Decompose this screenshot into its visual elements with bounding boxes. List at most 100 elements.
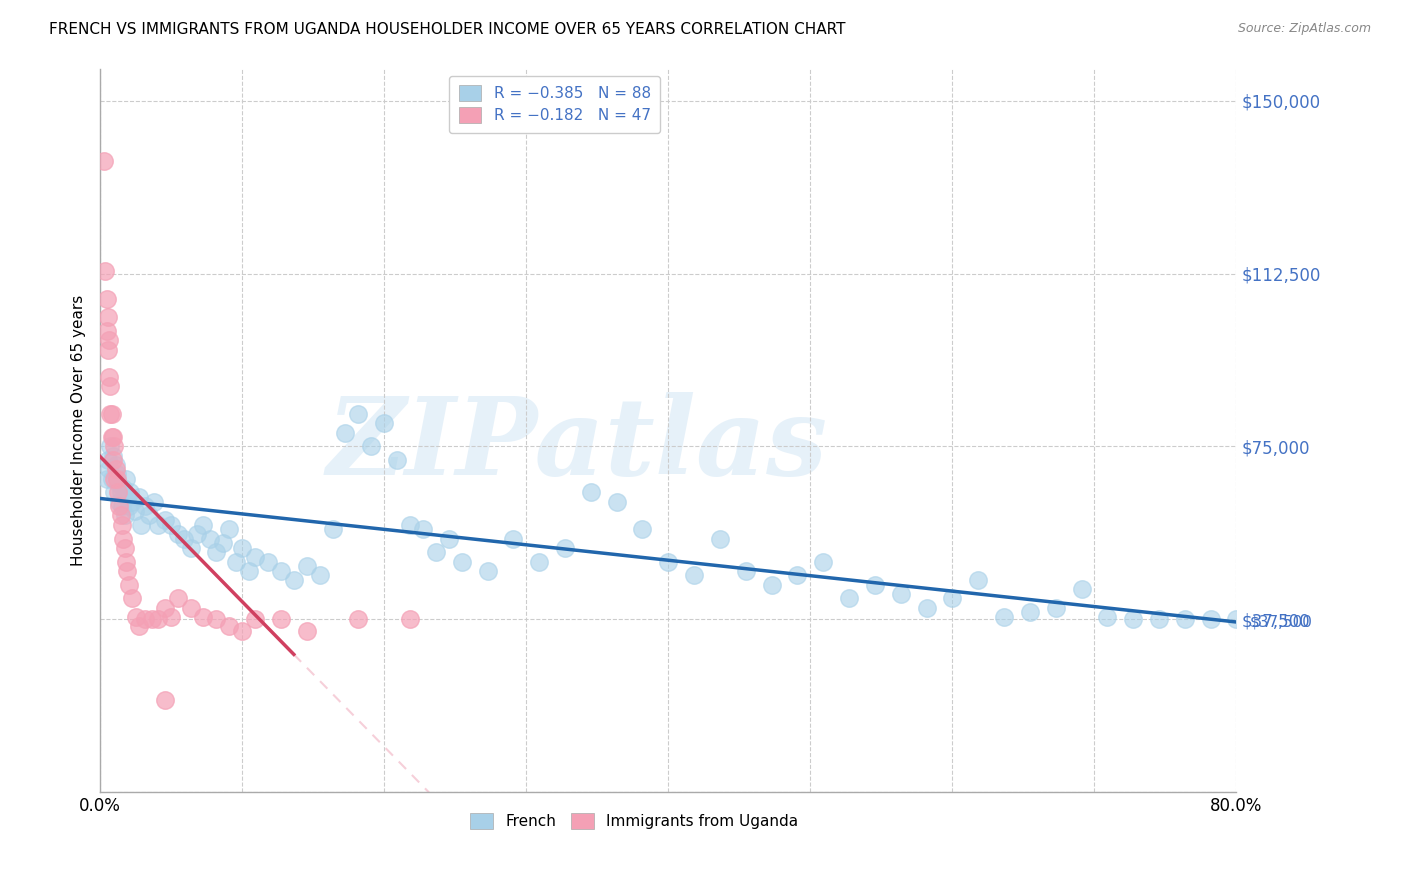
Point — [160, 517, 183, 532]
Point — [96, 292, 118, 306]
Point — [1122, 612, 1144, 626]
Point — [322, 522, 344, 536]
Point — [100, 407, 122, 421]
Point — [141, 612, 163, 626]
Point — [100, 407, 122, 421]
Point — [117, 564, 139, 578]
Text: Source: ZipAtlas.com: Source: ZipAtlas.com — [1237, 22, 1371, 36]
Point — [166, 527, 188, 541]
Point — [205, 612, 228, 626]
Point — [153, 693, 176, 707]
Point — [761, 577, 783, 591]
Point — [335, 425, 357, 440]
Point — [373, 417, 395, 431]
Point — [295, 624, 318, 638]
Point — [1018, 605, 1040, 619]
Point — [98, 462, 121, 476]
Point — [104, 458, 127, 472]
Point — [270, 612, 292, 626]
Point — [193, 517, 215, 532]
Legend: French, Immigrants from Uganda: French, Immigrants from Uganda — [464, 806, 804, 835]
Point — [813, 555, 835, 569]
Point — [100, 472, 122, 486]
Point — [148, 517, 170, 532]
Point — [218, 619, 240, 633]
Point — [115, 555, 138, 569]
Point — [180, 600, 202, 615]
Text: ZIPatlas: ZIPatlas — [326, 392, 828, 498]
Point — [121, 591, 143, 606]
Point — [117, 500, 139, 514]
Point — [347, 407, 370, 421]
Point — [108, 494, 131, 508]
Point — [153, 513, 176, 527]
Point — [437, 532, 460, 546]
Point — [103, 485, 125, 500]
Point — [527, 555, 550, 569]
Point — [111, 517, 134, 532]
Point — [915, 600, 938, 615]
Point — [180, 541, 202, 555]
Point — [115, 472, 138, 486]
Point — [111, 500, 134, 514]
Point — [231, 541, 253, 555]
Point — [101, 453, 124, 467]
Point — [709, 532, 731, 546]
Point — [104, 462, 127, 476]
Text: $37,500: $37,500 — [1250, 615, 1312, 630]
Point — [218, 522, 240, 536]
Point — [114, 541, 136, 555]
Point — [160, 610, 183, 624]
Point — [110, 508, 132, 523]
Point — [657, 555, 679, 569]
Point — [399, 517, 422, 532]
Point — [118, 485, 141, 500]
Point — [143, 494, 166, 508]
Point — [124, 504, 146, 518]
Point — [1199, 612, 1222, 626]
Point — [631, 522, 654, 536]
Point — [107, 485, 129, 500]
Point — [1174, 612, 1197, 626]
Point — [683, 568, 706, 582]
Point — [385, 453, 408, 467]
Point — [148, 612, 170, 626]
Point — [134, 612, 156, 626]
Point — [205, 545, 228, 559]
Point — [1045, 600, 1067, 615]
Point — [128, 619, 150, 633]
Point — [103, 439, 125, 453]
Point — [450, 555, 472, 569]
Point — [153, 600, 176, 615]
Point — [225, 555, 247, 569]
Point — [308, 568, 330, 582]
Point — [125, 610, 148, 624]
Point — [114, 508, 136, 523]
Point — [890, 587, 912, 601]
Point — [941, 591, 963, 606]
Point — [425, 545, 447, 559]
Point — [112, 481, 135, 495]
Point — [211, 536, 233, 550]
Point — [110, 485, 132, 500]
Point — [107, 476, 129, 491]
Point — [101, 430, 124, 444]
Point — [502, 532, 524, 546]
Point — [477, 564, 499, 578]
Point — [734, 564, 756, 578]
Point — [94, 264, 117, 278]
Point — [138, 508, 160, 523]
Point — [579, 485, 602, 500]
Point — [238, 564, 260, 578]
Point — [786, 568, 808, 582]
Point — [412, 522, 434, 536]
Point — [105, 467, 128, 481]
Point — [103, 472, 125, 486]
Point — [186, 527, 208, 541]
Point — [295, 559, 318, 574]
Point — [863, 577, 886, 591]
Point — [243, 612, 266, 626]
Point — [838, 591, 860, 606]
Point — [131, 517, 153, 532]
Point — [97, 310, 120, 325]
